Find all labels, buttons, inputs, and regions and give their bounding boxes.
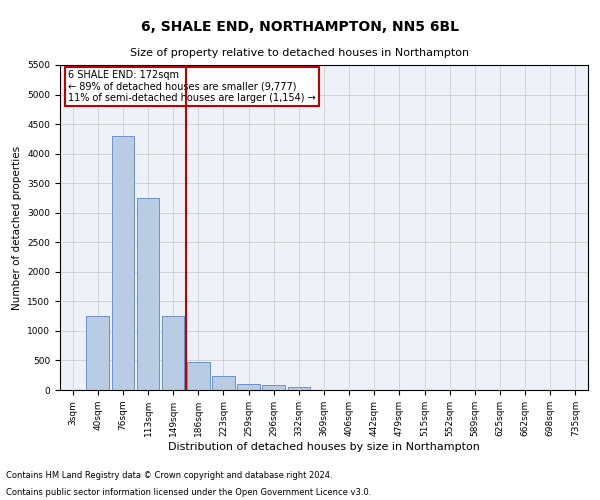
Text: Contains HM Land Registry data © Crown copyright and database right 2024.: Contains HM Land Registry data © Crown c…	[6, 470, 332, 480]
Bar	[86, 316, 109, 390]
Bar	[137, 198, 160, 390]
Text: 6, SHALE END, NORTHAMPTON, NN5 6BL: 6, SHALE END, NORTHAMPTON, NN5 6BL	[141, 20, 459, 34]
Text: 6 SHALE END: 172sqm
← 89% of detached houses are smaller (9,777)
11% of semi-det: 6 SHALE END: 172sqm ← 89% of detached ho…	[68, 70, 316, 103]
Bar	[287, 387, 310, 390]
Bar	[112, 136, 134, 390]
Text: Contains public sector information licensed under the Open Government Licence v3: Contains public sector information licen…	[6, 488, 371, 497]
Bar	[237, 384, 260, 390]
Y-axis label: Number of detached properties: Number of detached properties	[12, 146, 22, 310]
X-axis label: Distribution of detached houses by size in Northampton: Distribution of detached houses by size …	[168, 442, 480, 452]
Bar	[262, 386, 285, 390]
Bar	[187, 362, 209, 390]
Bar	[162, 316, 184, 390]
Bar	[212, 376, 235, 390]
Text: Size of property relative to detached houses in Northampton: Size of property relative to detached ho…	[130, 48, 470, 58]
